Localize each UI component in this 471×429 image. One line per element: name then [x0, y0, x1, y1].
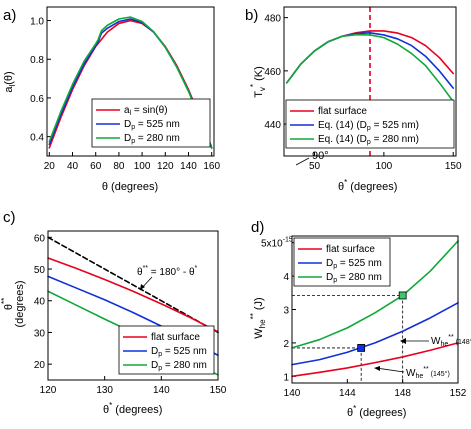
panel-c-xtick-label-120: 120 [40, 385, 57, 396]
panel-a-xtick-label-40: 40 [67, 161, 79, 172]
svg-text:θ** = 180° - θ*: θ** = 180° - θ* [137, 265, 198, 278]
panel-d-ylabel: Whe** (J) [249, 297, 267, 338]
panel-c: c) 120 130 140 150 20 30 40 50 60 θ** = 180° - θ… [0, 209, 227, 416]
panel-a-ytick-label-0.8: 0.8 [30, 55, 44, 66]
svg-text:Tv* (K): Tv* (K) [249, 66, 267, 98]
panel-b-ytick-label-440: 440 [264, 120, 281, 131]
panel-a-xtick-label-80: 80 [113, 161, 125, 172]
panel-c-frame [47, 230, 219, 381]
panel-b-series-2-line [285, 33, 455, 103]
panel-a-xtick-label-120: 120 [157, 161, 174, 172]
panel-d-label: d) [251, 219, 264, 236]
panel-c-series-1-line [47, 257, 219, 333]
panel-d-xtick-label-144: 144 [339, 388, 356, 399]
panel-b-legend: flat surface Eq. (14) (Dp = 525 nm) Eq. … [285, 99, 455, 149]
panel-a: a) 20 40 60 80 100 120 140 160 0.4 0.6 0.8 1.0 θ (d… [3, 6, 220, 193]
panel-d-legend-entry-3: Dp = 280 nm [326, 272, 382, 284]
panel-a-xtick-label-20: 20 [44, 161, 56, 172]
panel-d-series-1-line [291, 302, 459, 366]
svg-text:θ* (degrees): θ* (degrees) [338, 178, 397, 193]
panel-c-legend-entry-2: Dp = 525 nm [151, 346, 207, 358]
panel-d-xlabel: θ* (degrees) [347, 404, 406, 419]
panel-d-ytick-label-5: 5x10-15 [261, 237, 293, 250]
panel-b-legend-entry-1: flat surface [318, 106, 367, 117]
panel-a-legend-entry-1: al = sin(θ) [124, 105, 168, 117]
panel-b-ytick-label-460: 460 [264, 67, 281, 78]
panel-d-series-0-line [291, 342, 459, 378]
panel-b-label: b) [245, 7, 258, 24]
panel-c-annotation: θ** = 180° - θ* [137, 265, 198, 291]
panel-d-frame [291, 235, 459, 384]
panel-c-xtick-label-130: 130 [96, 385, 113, 396]
panel-a-xtick-label-160: 160 [203, 161, 220, 172]
panel-d-ytick-label-4: 4 [283, 272, 289, 283]
panel-a-xlabel: θ (degrees) [102, 181, 158, 193]
panel-b-annotation-90: 90° [312, 150, 329, 162]
panel-d-marker-1 [398, 291, 407, 300]
panel-c-xlabel: θ* (degrees) [103, 401, 162, 416]
panel-a-ytick-label-0.6: 0.6 [30, 94, 44, 105]
panel-d-annotation-148: Whe** (148°) [400, 334, 471, 348]
panel-b-frame [283, 6, 457, 157]
panel-c-legend: flat surface Dp = 525 nm Dp = 280 nm [118, 325, 215, 375]
panel-a-ylabel: al(θ) [3, 71, 17, 92]
svg-text:(degrees): (degrees) [14, 280, 26, 327]
panel-a-frame [46, 6, 215, 157]
panel-a-xtick-label-60: 60 [90, 161, 102, 172]
panel-c-ytick-label-20: 20 [34, 360, 46, 371]
panel-d-annotation-145: Whe** (145°) [374, 366, 450, 380]
panel-c-legend-entry-3: Dp = 280 nm [151, 360, 207, 372]
panel-a-xtick-label-100: 100 [134, 161, 151, 172]
svg-text:Whe** (148°): Whe** (148°) [431, 334, 471, 348]
panel-d-marker-0 [357, 344, 366, 352]
svg-text:θ**: θ** [0, 298, 15, 310]
svg-text:al(θ): al(θ) [3, 71, 17, 92]
panel-c-xtick-label-140: 140 [153, 385, 170, 396]
svg-text:Whe** (J): Whe** (J) [249, 297, 267, 338]
panel-d-ytick-label-3: 3 [283, 306, 289, 317]
panel-d-xtick-label-148: 148 [394, 388, 411, 399]
panel-c-ytick-label-50: 50 [34, 265, 46, 276]
panel-d-ytick-label-1: 1 [283, 372, 289, 383]
panel-c-ylabel: θ** (degrees) [0, 280, 26, 327]
svg-text:θ* (degrees): θ* (degrees) [347, 404, 406, 419]
panel-a-label: a) [3, 7, 16, 24]
panel-d-series-2-line [291, 240, 459, 349]
panel-d-xtick-label-152: 152 [450, 388, 467, 399]
svg-text:θ* (degrees): θ* (degrees) [103, 401, 162, 416]
panel-d-legend-entry-1: flat surface [326, 244, 375, 255]
panel-c-xtick-label-150: 150 [210, 385, 227, 396]
panel-a-legend-entry-3: Dp = 280 nm [124, 133, 180, 145]
panel-a-ytick-label-1: 1.0 [30, 17, 44, 28]
panel-c-label: c) [3, 209, 16, 226]
panel-d-ytick-label-2: 2 [283, 339, 289, 350]
panel-a-legend-entry-2: Dp = 525 nm [124, 119, 180, 131]
panel-c-legend-entry-1: flat surface [151, 332, 200, 343]
panel-a-ytick-label-0.4: 0.4 [30, 133, 44, 144]
panel-b-legend-entry-2: Eq. (14) (Dp = 525 nm) [318, 120, 419, 132]
panel-d-xtick-label-140: 140 [284, 388, 301, 399]
panel-a-series-2-line [48, 16, 213, 150]
panel-c-ytick-label-30: 30 [34, 328, 46, 339]
panel-b-legend-entry-3: Eq. (14) (Dp = 280 nm) [318, 134, 419, 146]
panel-b-xtick-label-50: 50 [309, 161, 321, 172]
panel-a-legend: al = sin(θ) Dp = 525 nm Dp = 280 nm [91, 98, 211, 148]
panel-c-ytick-label-40: 40 [34, 297, 46, 308]
panel-b-xtick-label-150: 150 [445, 161, 462, 172]
panel-b-xlabel: θ* (degrees) [338, 178, 397, 193]
panel-b: b) 50 100 150 440 460 480 90° θ* (degrees) Tv… [245, 6, 462, 193]
panel-d-legend-entry-2: Dp = 525 nm [326, 258, 382, 270]
panel-d-legend: flat surface Dp = 525 nm Dp = 280 nm [293, 237, 391, 287]
panel-a-xtick-label-140: 140 [180, 161, 197, 172]
panel-b-annotation-leader [295, 157, 310, 166]
panel-c-ytick-label-60: 60 [34, 233, 46, 244]
svg-text:Whe** (145°): Whe** (145°) [406, 366, 450, 380]
panel-b-ylabel: Tv* (K) [249, 66, 267, 98]
panel-b-ytick-label-480: 480 [264, 14, 281, 25]
panel-b-xtick-label-100: 100 [376, 161, 393, 172]
